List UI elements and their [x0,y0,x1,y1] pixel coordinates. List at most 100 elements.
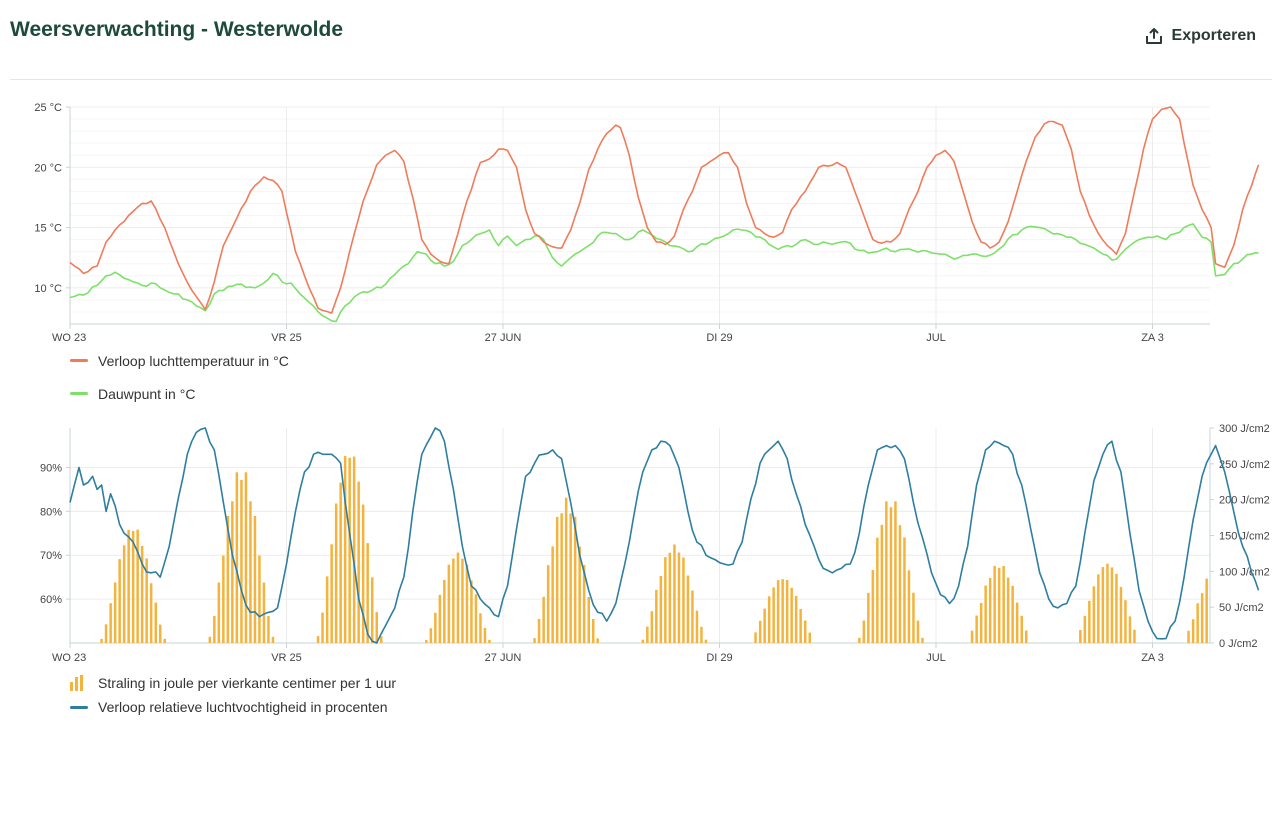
radiation-y-tick-label: 150 J/cm2 [1219,531,1270,543]
radiation-bar [456,552,460,643]
radiation-bar [380,636,383,643]
radiation-bar [1025,630,1028,643]
temperature-chart: 10 °C 15 °C 20 °C 25 °C WO 23 VR 25 27 JUN DI 2… [34,102,1260,344]
humidity-line [69,427,1260,644]
radiation-bar [262,582,266,643]
radiation-bar [979,602,983,643]
radiation-bar [668,552,672,643]
rad-x-tick-label: DI 29 [706,652,732,664]
header: Weersverwachting - Westerwolde Exportere… [0,0,1280,80]
radiation-bar [1115,573,1118,643]
radiation-bar [425,639,428,643]
radiation-bar [213,616,216,643]
radiation-bar [889,507,893,643]
radiation-bar [267,616,270,643]
radiation-bar [1101,567,1105,643]
radiation-bar [790,587,793,643]
radiation-bar [1097,574,1100,643]
radiation-bar [682,557,685,643]
radiation-bar [646,626,649,643]
legend-label-radiation: Straling in joule per vierkante centimer… [98,675,397,691]
radiation-bar [447,564,451,643]
radiation-y-tick-label: 300 J/cm2 [1219,423,1270,435]
temp-y-tick-label: 10 °C [34,283,62,295]
radiation-bar [898,525,902,643]
temp-x-tick-label: WO 23 [52,332,86,344]
radiation-bar [551,546,554,643]
radiation-bar [339,482,342,643]
radiation-bar [650,611,654,643]
legend-item-radiation[interactable]: Straling in joule per vierkante centimer… [70,667,396,699]
radiation-bar [546,565,550,643]
radiation-bar [1079,630,1082,643]
radiation-bar [131,530,135,643]
radiation-bar [921,637,924,643]
radiation-bar [912,592,915,643]
radiation-bar [916,620,920,643]
export-button[interactable]: Exporteren [1145,24,1256,48]
radiation-bar [754,632,757,643]
radiation-bar [452,558,455,643]
radiation-bar [330,544,333,643]
temp-x-tick-label: VR 25 [271,332,302,344]
humidity-y-tick-label: 80% [40,506,62,518]
radiation-bar [240,479,243,643]
radiation-bar [461,558,464,643]
radiation-bar [587,597,590,643]
radiation-bar [118,559,121,643]
radiation-bar [871,570,875,643]
radiation-bar [136,529,139,643]
radiation-bar [1119,586,1123,643]
radiation-bar [1011,585,1014,643]
radiation-bar [149,583,153,643]
rad-x-tick-label: JUL [926,652,946,664]
radiation-bar [159,624,162,643]
temp-x-tick-label: ZA 3 [1141,332,1164,344]
temp-x-tick-label: 27 JUN [485,332,522,344]
radiation-bar [542,596,545,643]
legend-label-temperature: Verloop luchttemperatuur in °C [98,352,289,369]
radiation-bar [704,639,708,643]
radiation-bar [244,472,248,643]
rad-x-tick-label: ZA 3 [1141,652,1164,664]
radiation-bar [984,585,987,643]
radiation-bar [686,575,690,643]
radiation-bar [366,543,369,643]
radiation-bar [776,580,780,643]
radiation-bar [1092,586,1096,643]
radiation-bar [163,638,166,643]
radiation-bar [975,615,978,643]
temperature-line [69,106,1260,314]
legend-item-dewpoint[interactable]: Dauwpunt in °C [70,377,289,410]
radiation-bar [1196,603,1199,643]
radiation-bar [1020,615,1023,643]
radiation-bar [659,576,663,643]
radiation-bar [799,609,802,643]
radiation-bar [781,579,784,643]
radiation-bar [907,570,911,643]
legend-item-humidity[interactable]: Verloop relatieve luchtvochtigheid in pr… [70,699,396,715]
export-label: Exporteren [1171,27,1256,44]
radiation-bar [858,637,861,643]
radiation-bar [763,608,766,643]
radiation-bar [371,577,374,643]
radiation-y-tick-label: 100 J/cm2 [1219,566,1270,578]
radiation-bar [1088,600,1091,643]
radiation-bar [316,636,320,643]
radiation-bar [700,626,703,643]
radiation-bar [555,516,559,643]
radiation-bar [1124,600,1127,643]
radiation-bar [271,636,275,643]
radiation-bar [596,638,599,643]
radiation-bar [375,612,378,643]
legend-item-temperature[interactable]: Verloop luchttemperatuur in °C [70,344,289,377]
radiation-bar [988,577,992,643]
radiation-bar [104,624,108,643]
temp-y-tick-label: 20 °C [34,162,62,174]
dewpoint-line [69,223,1259,323]
radiation-bar [231,501,234,643]
radiation-bar [479,613,482,643]
radiation-bar [569,513,572,643]
radiation-bar [127,529,130,643]
